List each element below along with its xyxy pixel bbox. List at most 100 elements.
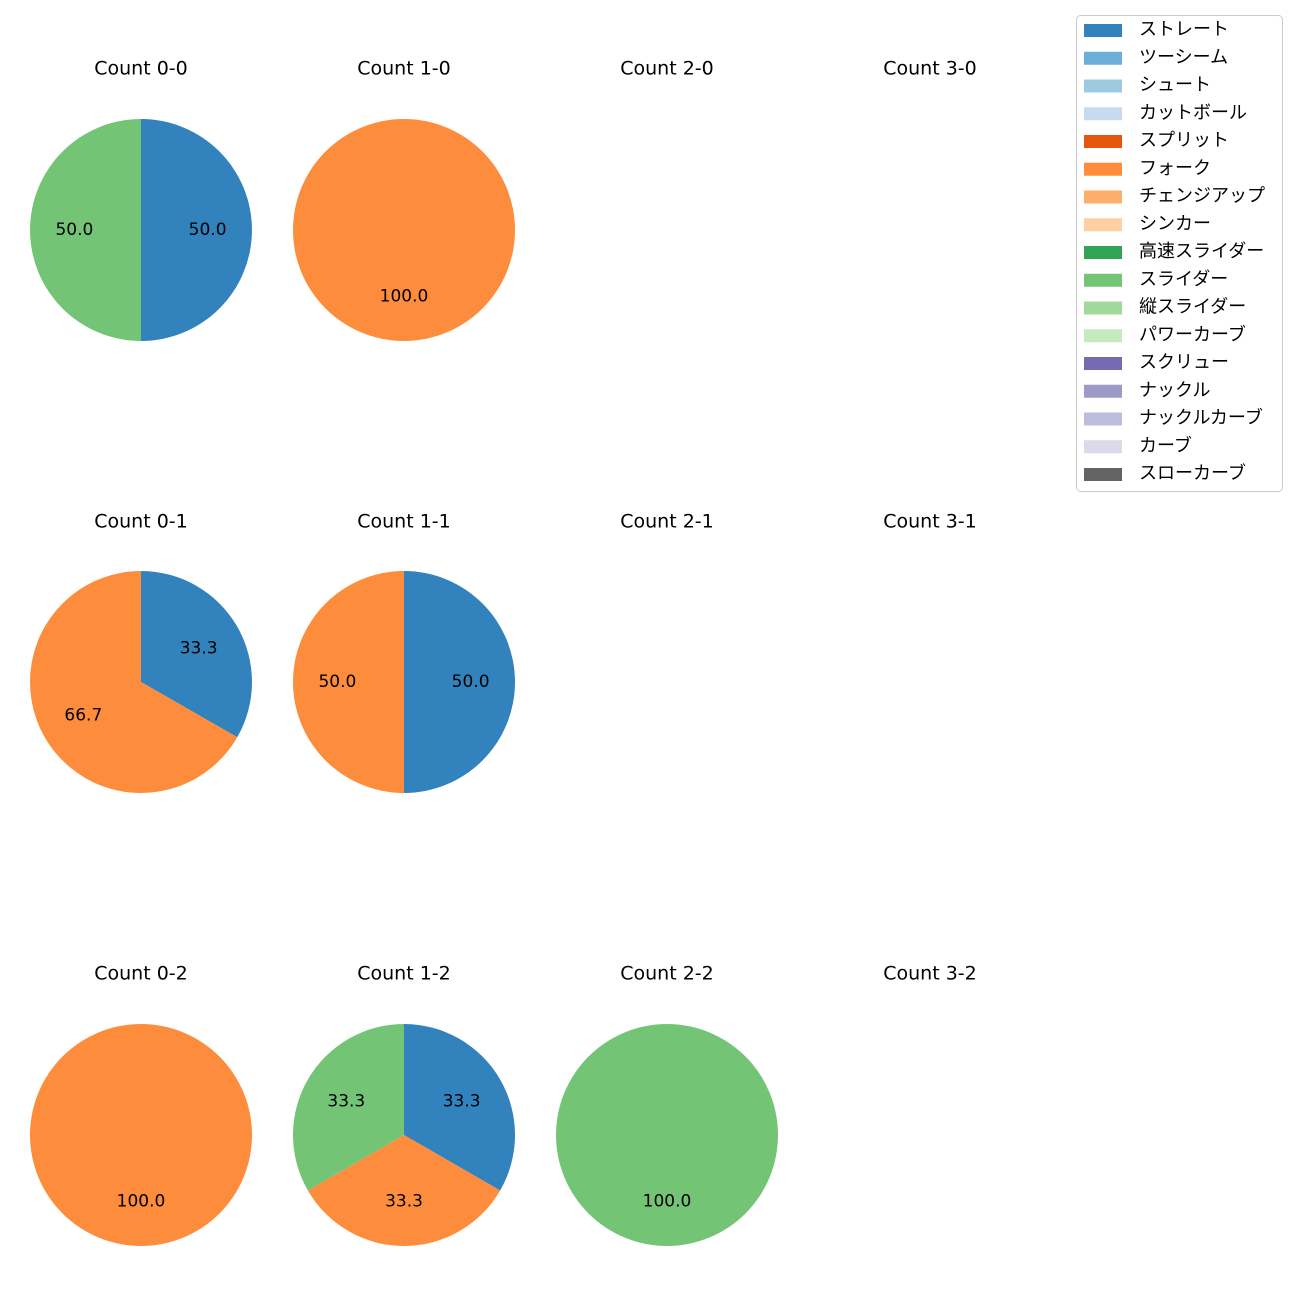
pie-count-1-2: Count 1-2 33.3 33.3 33.3	[293, 963, 515, 1246]
legend-label: 縦スライダー	[1139, 297, 1246, 318]
chart-title: Count 2-2	[620, 963, 714, 985]
chart-title: Count 3-2	[883, 963, 977, 985]
pie-charts: Count 0-0 50.0 50.0 Count 1-0 100.0 Count 2-0…	[30, 58, 977, 1246]
pie-count-1-0: Count 1-0 100.0	[293, 58, 515, 341]
legend-label: チェンジアップ	[1139, 186, 1265, 207]
pie-count-0-2: Count 0-2 100.0	[30, 963, 252, 1246]
pie-slice	[141, 571, 252, 738]
pie-slice	[307, 1135, 501, 1246]
legend-label: シュート	[1139, 75, 1211, 96]
legend-item: ナックルカーブ	[1084, 407, 1263, 429]
pie-count-2-1: Count 2-1	[620, 511, 714, 533]
slice-label: 33.3	[443, 1092, 481, 1112]
legend-item: スローカーブ	[1084, 462, 1246, 484]
pie-count-1-1: Count 1-1 50.0 50.0	[293, 511, 515, 793]
legend-item: スプリット	[1084, 130, 1229, 151]
chart-title: Count 1-0	[357, 58, 451, 80]
legend-item: パワーカーブ	[1084, 323, 1246, 345]
chart-title: Count 3-0	[883, 58, 977, 80]
legend-swatch	[1084, 51, 1122, 65]
legend-swatch	[1084, 273, 1122, 287]
chart-title: Count 1-2	[357, 963, 451, 985]
legend-label: ツーシーム	[1139, 47, 1228, 68]
legend-swatch	[1084, 24, 1122, 37]
pie-count-3-1: Count 3-1	[883, 511, 977, 533]
legend-swatch	[1084, 246, 1122, 259]
legend-item: フォーク	[1084, 158, 1211, 179]
slice-label: 50.0	[318, 672, 356, 692]
legend-label: ナックル	[1139, 380, 1210, 401]
legend-item: 高速スライダー	[1084, 241, 1264, 262]
legend-label: ストレート	[1139, 19, 1229, 40]
legend-label: パワーカーブ	[1139, 323, 1246, 345]
pie-slice	[30, 1024, 252, 1246]
legend-item: ナックル	[1084, 380, 1210, 401]
legend-item: シンカー	[1084, 213, 1211, 234]
legend-swatch	[1084, 440, 1122, 454]
slice-label: 33.3	[385, 1192, 423, 1212]
pie-slice	[293, 1024, 404, 1191]
legend-label: スプリット	[1139, 130, 1229, 151]
pie-count-0-1: Count 0-1 33.3 66.7	[30, 511, 252, 793]
slice-label: 33.3	[327, 1092, 365, 1112]
pie-count-2-0: Count 2-0	[620, 58, 714, 80]
slice-label: 100.0	[117, 1192, 166, 1212]
legend-label: 高速スライダー	[1139, 241, 1264, 262]
legend-label: ナックルカーブ	[1139, 407, 1263, 429]
pie-slice	[556, 1024, 778, 1246]
pie-count-2-2: Count 2-2 100.0	[556, 963, 778, 1246]
legend-swatch	[1084, 357, 1122, 370]
legend: ストレートツーシームシュートカットボールスプリットフォークチェンジアップシンカー…	[1076, 15, 1283, 492]
pie-slice	[141, 119, 252, 341]
slice-label: 100.0	[643, 1192, 692, 1212]
legend-item: 縦スライダー	[1084, 297, 1246, 318]
slice-label: 100.0	[380, 287, 429, 307]
legend-label: スライダー	[1139, 269, 1228, 290]
chart-title: Count 3-1	[883, 511, 977, 533]
slice-label: 50.0	[452, 672, 490, 692]
legend-label: カットボール	[1139, 102, 1247, 123]
slice-label: 66.7	[64, 705, 102, 725]
chart-title: Count 2-1	[620, 511, 714, 533]
pie-count-3-0: Count 3-0	[883, 58, 977, 80]
legend-item: ツーシーム	[1084, 47, 1228, 68]
pie-count-0-0: Count 0-0 50.0 50.0	[30, 58, 252, 341]
chart-title: Count 0-0	[94, 58, 188, 80]
pie-slice	[404, 1024, 515, 1191]
legend-swatch	[1084, 162, 1122, 176]
legend-swatch	[1084, 384, 1122, 398]
legend-swatch	[1084, 218, 1122, 232]
legend-item: チェンジアップ	[1084, 186, 1265, 207]
chart-title: Count 2-0	[620, 58, 714, 80]
legend-label: カーブ	[1139, 434, 1192, 456]
legend-swatch	[1084, 190, 1122, 204]
legend-item: カーブ	[1084, 434, 1192, 456]
legend-label: シンカー	[1139, 213, 1211, 234]
legend-item: スクリュー	[1084, 352, 1229, 373]
legend-swatch	[1084, 468, 1122, 481]
chart-title: Count 0-1	[94, 511, 188, 533]
legend-swatch	[1084, 135, 1122, 148]
pie-slice	[293, 119, 515, 341]
legend-item: スライダー	[1084, 269, 1228, 290]
slice-label: 50.0	[189, 220, 227, 240]
legend-swatch	[1084, 412, 1122, 426]
legend-swatch	[1084, 79, 1122, 93]
slice-label: 50.0	[55, 220, 93, 240]
pie-slice	[293, 571, 404, 793]
legend-label: スクリュー	[1139, 352, 1229, 373]
legend-item: カットボール	[1084, 102, 1247, 123]
legend-swatch	[1084, 329, 1122, 343]
chart-title: Count 0-2	[94, 963, 188, 985]
legend-swatch	[1084, 107, 1122, 121]
legend-item: ストレート	[1084, 19, 1229, 40]
pie-slice	[30, 571, 238, 793]
legend-item: シュート	[1084, 75, 1211, 96]
slice-label: 33.3	[180, 639, 218, 659]
legend-frame	[1076, 15, 1283, 492]
pie-slice	[404, 571, 515, 793]
legend-label: スローカーブ	[1139, 462, 1246, 484]
legend-swatch	[1084, 301, 1122, 315]
legend-label: フォーク	[1139, 158, 1211, 179]
